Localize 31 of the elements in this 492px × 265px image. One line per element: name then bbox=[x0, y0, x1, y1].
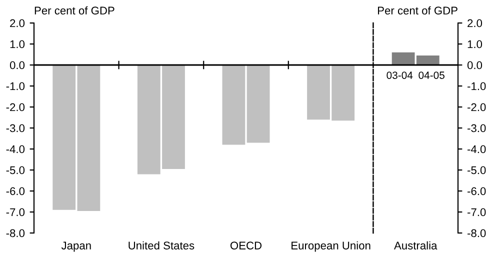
y-tick-label: -3.0 bbox=[6, 124, 25, 132]
series-label: 04-05 bbox=[418, 72, 444, 79]
y2-tick-label: 2.0 bbox=[468, 19, 482, 28]
y2-tick-label: -4.0 bbox=[468, 145, 486, 154]
x-tick-label: Australia bbox=[394, 241, 438, 250]
y-tick-label: -1.0 bbox=[6, 82, 25, 90]
y-tick-label: 2.0 bbox=[10, 19, 25, 28]
y-tick-label: -6.0 bbox=[6, 187, 25, 196]
y-axis-title: Per cent of GDP bbox=[34, 6, 114, 15]
y-tick-label: -4.0 bbox=[6, 145, 25, 154]
x-tick-label: OECD bbox=[230, 242, 262, 250]
y-tick-label: -5.0 bbox=[6, 166, 25, 174]
y-tick-label: -8.0 bbox=[6, 229, 25, 238]
y2-tick-label: -3.0 bbox=[468, 124, 486, 132]
y-tick-label: 0.0 bbox=[10, 61, 25, 70]
x-tick-label: Japan bbox=[61, 242, 91, 252]
series-label: 03-04 bbox=[386, 72, 413, 79]
x-tick-label: European Union bbox=[292, 241, 370, 252]
y2-tick-label: -2.0 bbox=[468, 103, 486, 112]
y-tick-label: -2.0 bbox=[6, 103, 25, 112]
y2-tick-label: -5.0 bbox=[468, 166, 486, 174]
x-tick-label: United States bbox=[128, 241, 194, 250]
y-tick-label: -7.0 bbox=[6, 208, 25, 216]
y2-tick-label: -8.0 bbox=[468, 229, 486, 238]
y2-tick-label: -6.0 bbox=[468, 187, 486, 196]
y2-tick-label: -1.0 bbox=[468, 82, 486, 90]
y2-tick-label: 1.0 bbox=[468, 40, 482, 48]
y2-tick-label: -7.0 bbox=[468, 208, 486, 216]
y2-axis-title: Per cent of GDP bbox=[378, 6, 458, 15]
y2-tick-label: 0.0 bbox=[467, 61, 482, 70]
y-tick-label: 1.0 bbox=[10, 40, 25, 48]
